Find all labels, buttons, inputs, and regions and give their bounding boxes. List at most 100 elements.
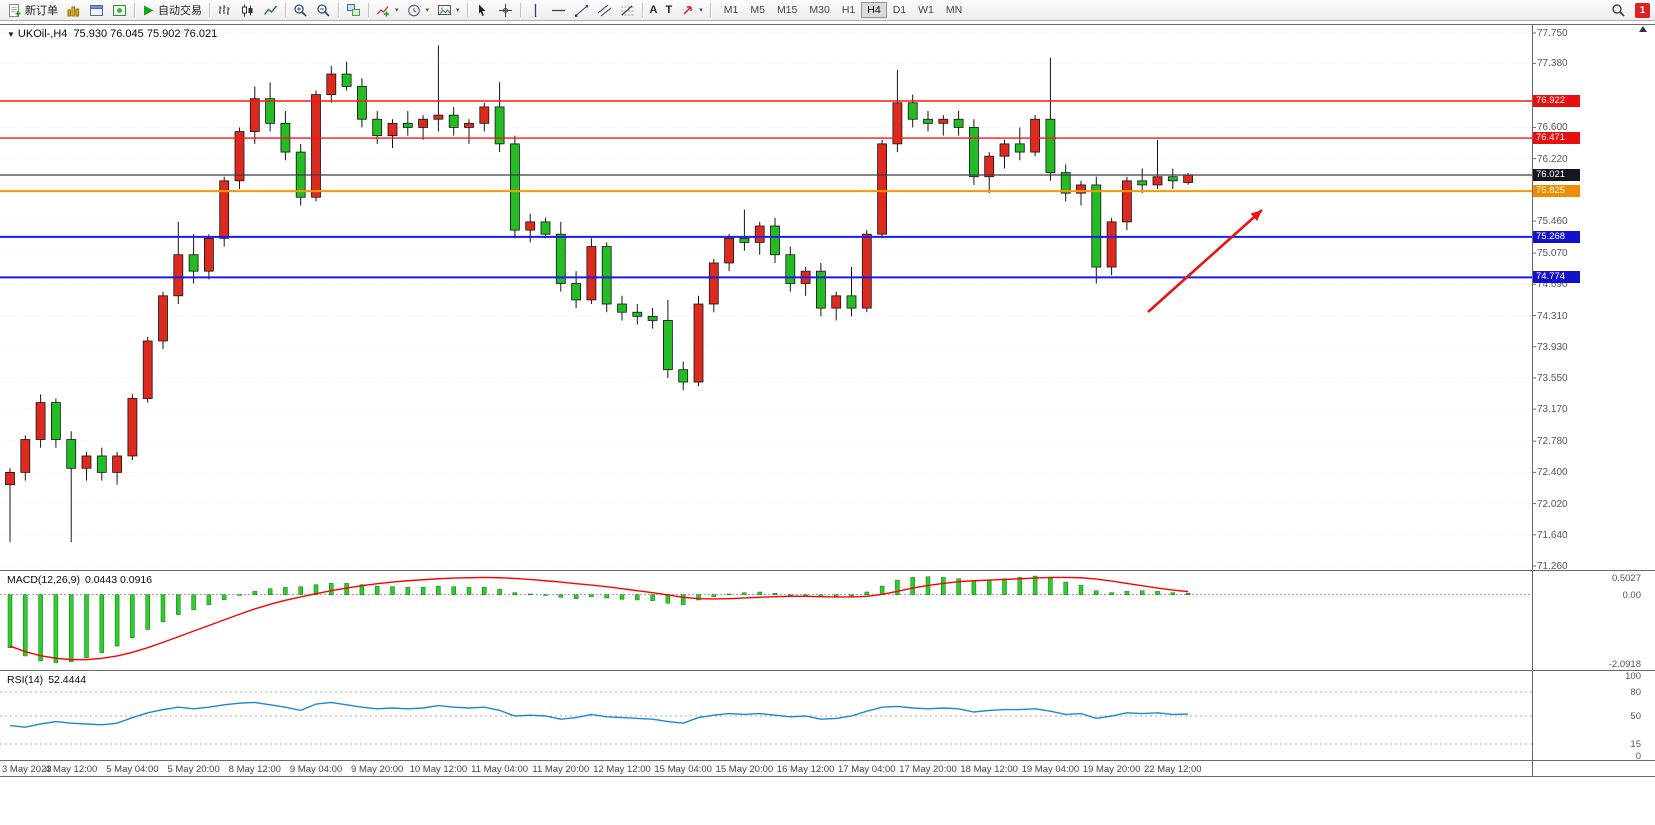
macd-histogram-bar	[680, 594, 686, 605]
fibonacci-tool-button[interactable]	[616, 0, 639, 20]
macd-histogram-bar	[405, 587, 411, 595]
zoom-out-button[interactable]	[312, 0, 335, 20]
macd-histogram-bar	[1170, 592, 1176, 595]
macd-histogram-bar	[497, 589, 502, 595]
candle-body	[525, 221, 536, 231]
candle-body	[938, 118, 949, 124]
candle-body	[448, 114, 459, 128]
vertical-line-tool-button[interactable]	[524, 0, 547, 20]
timeframe-m15-button[interactable]: M15	[776, 4, 798, 16]
candle-body	[112, 455, 122, 473]
macd-histogram-bar	[298, 586, 303, 595]
timeframe-mn-button[interactable]: MN	[945, 4, 963, 16]
macd-histogram-bar	[941, 577, 946, 595]
macd-histogram-bar	[23, 594, 28, 657]
toolbar-separator	[209, 3, 210, 17]
macd-histogram-bar	[589, 594, 594, 597]
crosshair-tool-button[interactable]	[494, 0, 517, 20]
candle-body	[586, 246, 597, 301]
macd-histogram-bar	[1185, 592, 1191, 595]
macd-histogram-bar	[726, 593, 732, 596]
macd-histogram-bar	[772, 593, 778, 595]
channel-tool-button[interactable]	[593, 0, 616, 20]
trendline-tool-button[interactable]	[570, 0, 593, 20]
periods-clock-icon	[407, 4, 420, 16]
chart-header: ▼ UKOil-,H4 75.930 76.045 75.902 76.021	[7, 28, 217, 40]
macd-histogram-bar	[1155, 591, 1160, 595]
periods-button[interactable]: ▾	[403, 0, 434, 20]
navigator-button[interactable]	[108, 0, 131, 20]
chart-shift-marker[interactable]	[1639, 26, 1647, 32]
trend-arrow-annotation[interactable]	[1147, 209, 1263, 313]
collapse-triangle-icon[interactable]: ▼	[7, 30, 15, 39]
candle-body	[724, 237, 734, 264]
cursor-tool-button[interactable]	[471, 0, 494, 20]
tile-windows-button[interactable]	[342, 0, 365, 20]
horizontal-line-tool-button[interactable]	[547, 0, 570, 20]
toolbar-separator	[134, 3, 135, 17]
macd-histogram-bar	[38, 594, 43, 662]
timeframe-m30-button[interactable]: M30	[809, 4, 830, 16]
candle-body	[1045, 118, 1056, 174]
candle-body	[464, 122, 474, 128]
candle-body	[203, 237, 214, 272]
candle-body	[402, 122, 413, 128]
macd-histogram-bar	[451, 586, 456, 595]
dropdown-caret[interactable]: ▾	[456, 7, 460, 14]
macd-histogram-bar	[573, 594, 579, 599]
macd-histogram-bar	[558, 594, 564, 598]
macd-histogram-bar	[283, 587, 288, 595]
line-chart-mode-button[interactable]	[259, 0, 282, 20]
templates-button[interactable]: ▾	[433, 0, 464, 20]
arrows-tool-icon	[683, 5, 692, 15]
macd-histogram-bar	[527, 593, 533, 596]
candle-body	[1152, 176, 1163, 186]
search-button[interactable]	[1607, 0, 1630, 20]
candlestick-mode-button[interactable]	[236, 0, 259, 20]
candle-body	[96, 455, 107, 473]
timeframe-d1-button[interactable]: D1	[892, 4, 907, 16]
autotrading-button[interactable]: 自动交易	[138, 0, 206, 20]
new-order-button[interactable]: 新订单	[3, 0, 62, 20]
candle-body	[51, 402, 61, 440]
dropdown-caret[interactable]: ▾	[425, 7, 430, 14]
text-tool-button[interactable]: A	[646, 0, 662, 20]
arrows-tool-button[interactable]: ▾	[676, 0, 707, 20]
macd-histogram-bar	[696, 594, 701, 601]
crosshair-icon	[498, 3, 512, 17]
zoom-in-button[interactable]	[289, 0, 312, 20]
macd-histogram-bar	[267, 588, 273, 595]
candle-body	[969, 127, 979, 178]
indicators-button[interactable]: ▾	[372, 0, 403, 20]
candle-body	[1030, 118, 1040, 153]
vertical-line-icon	[534, 3, 536, 17]
candle-body	[540, 221, 551, 235]
macd-histogram-bar	[1124, 591, 1130, 595]
label-tool-button[interactable]: T	[662, 0, 677, 20]
macd-histogram-bar	[1063, 581, 1068, 595]
market-watch-button[interactable]	[62, 0, 85, 20]
candle-body	[188, 254, 199, 272]
macd-histogram-bar	[986, 579, 992, 595]
timeframe-m1-button[interactable]: M1	[723, 4, 739, 16]
market-watch-icon	[67, 6, 80, 16]
bar-chart-mode-button[interactable]	[213, 0, 236, 20]
dropdown-caret[interactable]: ▾	[699, 7, 703, 14]
channel-icon	[597, 4, 611, 16]
data-window-button[interactable]	[85, 0, 108, 20]
timeframe-h1-button[interactable]: H1	[841, 4, 856, 16]
indicators-add-icon	[377, 5, 389, 16]
timeframe-w1-button[interactable]: W1	[918, 4, 934, 16]
timeframe-h4-button[interactable]: H4	[861, 2, 887, 18]
trend-arrow-head	[1250, 210, 1262, 221]
macd-histogram-bar	[53, 594, 59, 663]
toolbar-separator	[285, 3, 286, 17]
rsi-value: 52.4444	[48, 674, 87, 686]
dropdown-caret[interactable]: ▾	[395, 7, 399, 14]
macd-histogram-bar	[206, 594, 212, 605]
notification-badge[interactable]: 1	[1635, 2, 1650, 18]
timeframe-m5-button[interactable]: M5	[750, 4, 765, 16]
candle-body	[617, 303, 627, 313]
candle-body	[142, 340, 153, 399]
